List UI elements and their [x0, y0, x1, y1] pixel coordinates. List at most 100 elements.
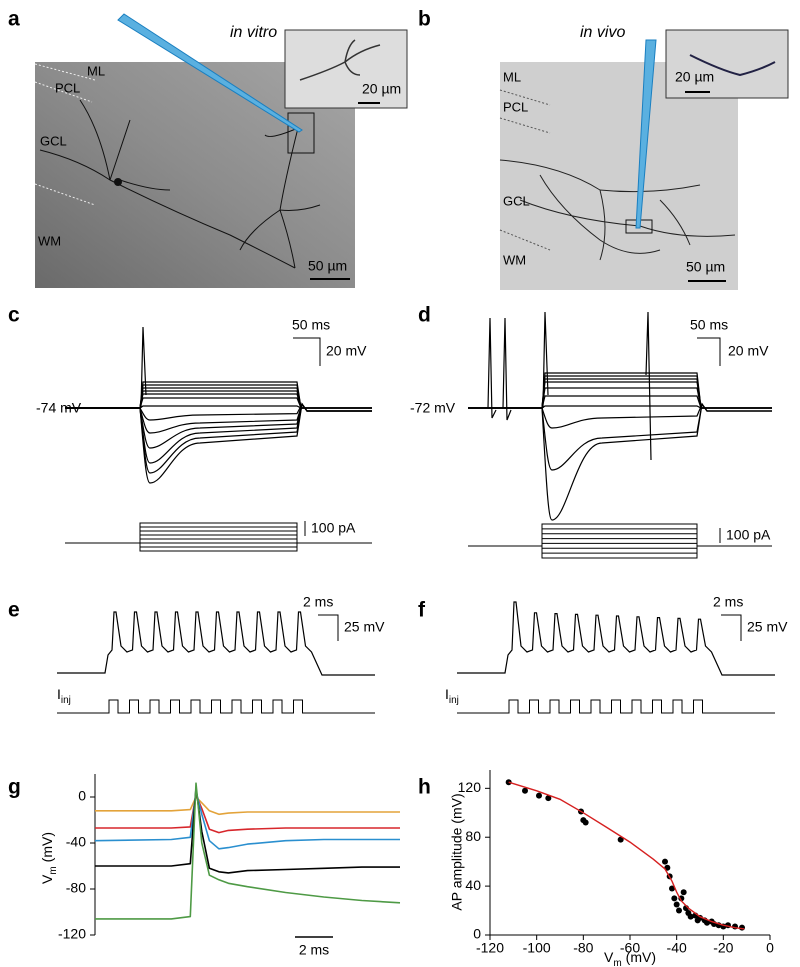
panel-c: c -74 mV 50 ms 20 mV 100 pA	[8, 304, 372, 552]
y-tick-label: 0	[78, 788, 86, 804]
scale-bar	[697, 337, 721, 366]
pipette	[635, 39, 657, 229]
scale-label: 25 mV	[747, 619, 788, 635]
trace	[468, 402, 772, 471]
trace	[65, 402, 372, 421]
point	[545, 795, 552, 802]
trace	[65, 402, 372, 449]
point	[536, 792, 542, 799]
panel-a: a in vitro 20 µm 50 µm ML PCL GCL WM	[8, 8, 408, 288]
scale-label: 20 µm	[362, 81, 401, 97]
point	[680, 889, 687, 896]
trace	[468, 387, 772, 409]
layer-label: ML	[503, 69, 521, 84]
x-tick-label: -60	[620, 940, 640, 956]
symbol: I	[57, 686, 61, 702]
layer-border	[34, 63, 96, 206]
trace	[65, 402, 372, 434]
holding-label: -74 mV	[36, 400, 82, 416]
y-tick-label: 0	[473, 926, 481, 942]
inset	[665, 29, 789, 99]
micrograph	[500, 62, 738, 290]
trace-line	[94, 790, 400, 850]
scale-label: 50 µm	[686, 259, 725, 275]
panel-label: e	[8, 599, 20, 622]
scale-label: 2 ms	[713, 594, 743, 610]
trace-line	[95, 787, 400, 874]
x-tick-label: -100	[523, 940, 551, 956]
panel-label: d	[418, 304, 431, 327]
symbol: V	[39, 874, 55, 884]
trace	[487, 311, 652, 461]
trace-line	[95, 796, 400, 816]
panel-label: g	[8, 776, 21, 799]
point	[582, 819, 589, 826]
panel-d: d -72 mV 50 ms 20 mV 100 pA	[410, 304, 772, 559]
trace	[457, 601, 775, 676]
inset-box	[287, 112, 315, 154]
scale-label: 2 ms	[299, 942, 329, 958]
subscript: m	[48, 866, 59, 874]
panel-label: a	[8, 8, 20, 31]
current-step	[541, 523, 698, 559]
chart-h: h AP amplitude (mV) Vm (mV) 0 40 80 120 -120 -…	[418, 770, 774, 967]
x-tick-label: -20	[713, 940, 733, 956]
unit: (mV)	[39, 832, 55, 862]
point	[505, 779, 512, 786]
x-tick-label: 0	[766, 940, 774, 956]
layer-label: WM	[38, 233, 61, 248]
inset-neuron	[689, 54, 776, 77]
subscript: m	[613, 958, 621, 967]
point	[704, 919, 710, 926]
trace	[468, 372, 772, 409]
y-tick-label: 80	[465, 828, 481, 844]
current-pulses	[457, 699, 775, 714]
layer-label: ML	[87, 63, 105, 78]
scale-label: 20 mV	[728, 343, 769, 359]
trace-line	[95, 793, 400, 834]
panel-b: b in vivo 20 µm 50 µm ML PCL GCL WM	[418, 8, 789, 290]
subscript: inj	[61, 695, 71, 706]
layer-label: PCL	[55, 80, 80, 95]
symbol: I	[445, 686, 449, 702]
scale-bar	[293, 337, 321, 366]
trace	[140, 326, 147, 409]
panel-e: e 2 ms 25 mV Iinj	[8, 594, 385, 714]
scale-label: 100 pA	[311, 520, 356, 536]
scale-label: 50 ms	[690, 317, 728, 333]
scale-label: 50 ms	[292, 317, 330, 333]
traces	[457, 601, 775, 714]
current-label: Iinj	[57, 686, 71, 706]
scale-label: 50 µm	[308, 258, 347, 274]
scale-bar	[318, 614, 339, 641]
current-pulses	[57, 699, 375, 714]
trace-line	[95, 782, 401, 920]
chart-g: g Vm (mV) 2 ms -120 -80 -40 0	[8, 774, 401, 958]
x-tick-label: -40	[667, 940, 687, 956]
scale-bar	[721, 614, 742, 641]
inset-neuron	[299, 39, 381, 81]
subscript: inj	[449, 695, 459, 706]
inset	[284, 29, 408, 109]
point	[669, 885, 675, 892]
point	[617, 836, 624, 843]
scale-label: 20 mV	[326, 343, 367, 359]
layer-border	[499, 89, 551, 251]
point	[673, 901, 680, 908]
fit-line	[508, 781, 745, 930]
panel-label: f	[418, 599, 426, 622]
trace	[468, 381, 772, 409]
scale-label: 20 µm	[675, 69, 714, 85]
condition: in vitro	[230, 24, 277, 41]
y-axis-label: AP amplitude (mV)	[449, 793, 465, 910]
trace	[57, 611, 375, 676]
trace	[65, 381, 372, 409]
trace	[65, 402, 372, 484]
panel-label: c	[8, 304, 20, 327]
layer-label: GCL	[503, 193, 530, 208]
unit: (mV)	[626, 949, 656, 965]
neuron	[39, 99, 321, 269]
x-axis-label: Vm (mV)	[604, 949, 656, 967]
scale-label: 2 ms	[303, 594, 333, 610]
trace	[65, 402, 372, 464]
